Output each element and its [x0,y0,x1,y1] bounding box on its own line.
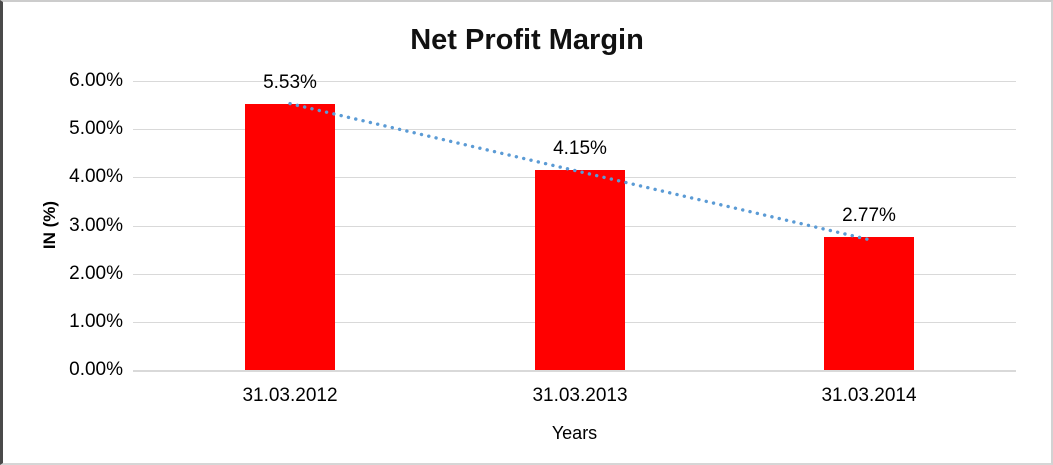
bar-31.03.2014 [824,236,914,370]
bar-31.03.2013 [535,170,625,370]
y-axis-tick-label: 4.00% [69,166,123,188]
gridline [133,81,1016,82]
bar-value-label: 2.77% [842,204,896,226]
y-axis-tick-label: 3.00% [69,214,123,236]
chart-title: Net Profit Margin [410,24,644,56]
bar-value-label: 5.53% [263,71,317,93]
gridline [133,370,1016,372]
y-axis-tick-label: 5.00% [69,118,123,140]
y-axis-tick-label: 2.00% [69,262,123,284]
y-axis-tick-label: 1.00% [69,310,123,332]
y-axis-tick-label: 6.00% [69,70,123,91]
plot-area [133,81,1016,372]
x-axis-title: Years [551,423,598,443]
y-axis-tick-label: 0.00% [69,359,123,380]
bar-value-label: 4.15% [553,138,607,160]
x-axis-tick-label: 31.03.2014 [821,385,917,406]
x-axis-tick-label: 31.03.2013 [532,385,628,406]
x-axis-tick-label: 31.03.2012 [242,385,338,406]
bar-31.03.2012 [245,103,335,370]
